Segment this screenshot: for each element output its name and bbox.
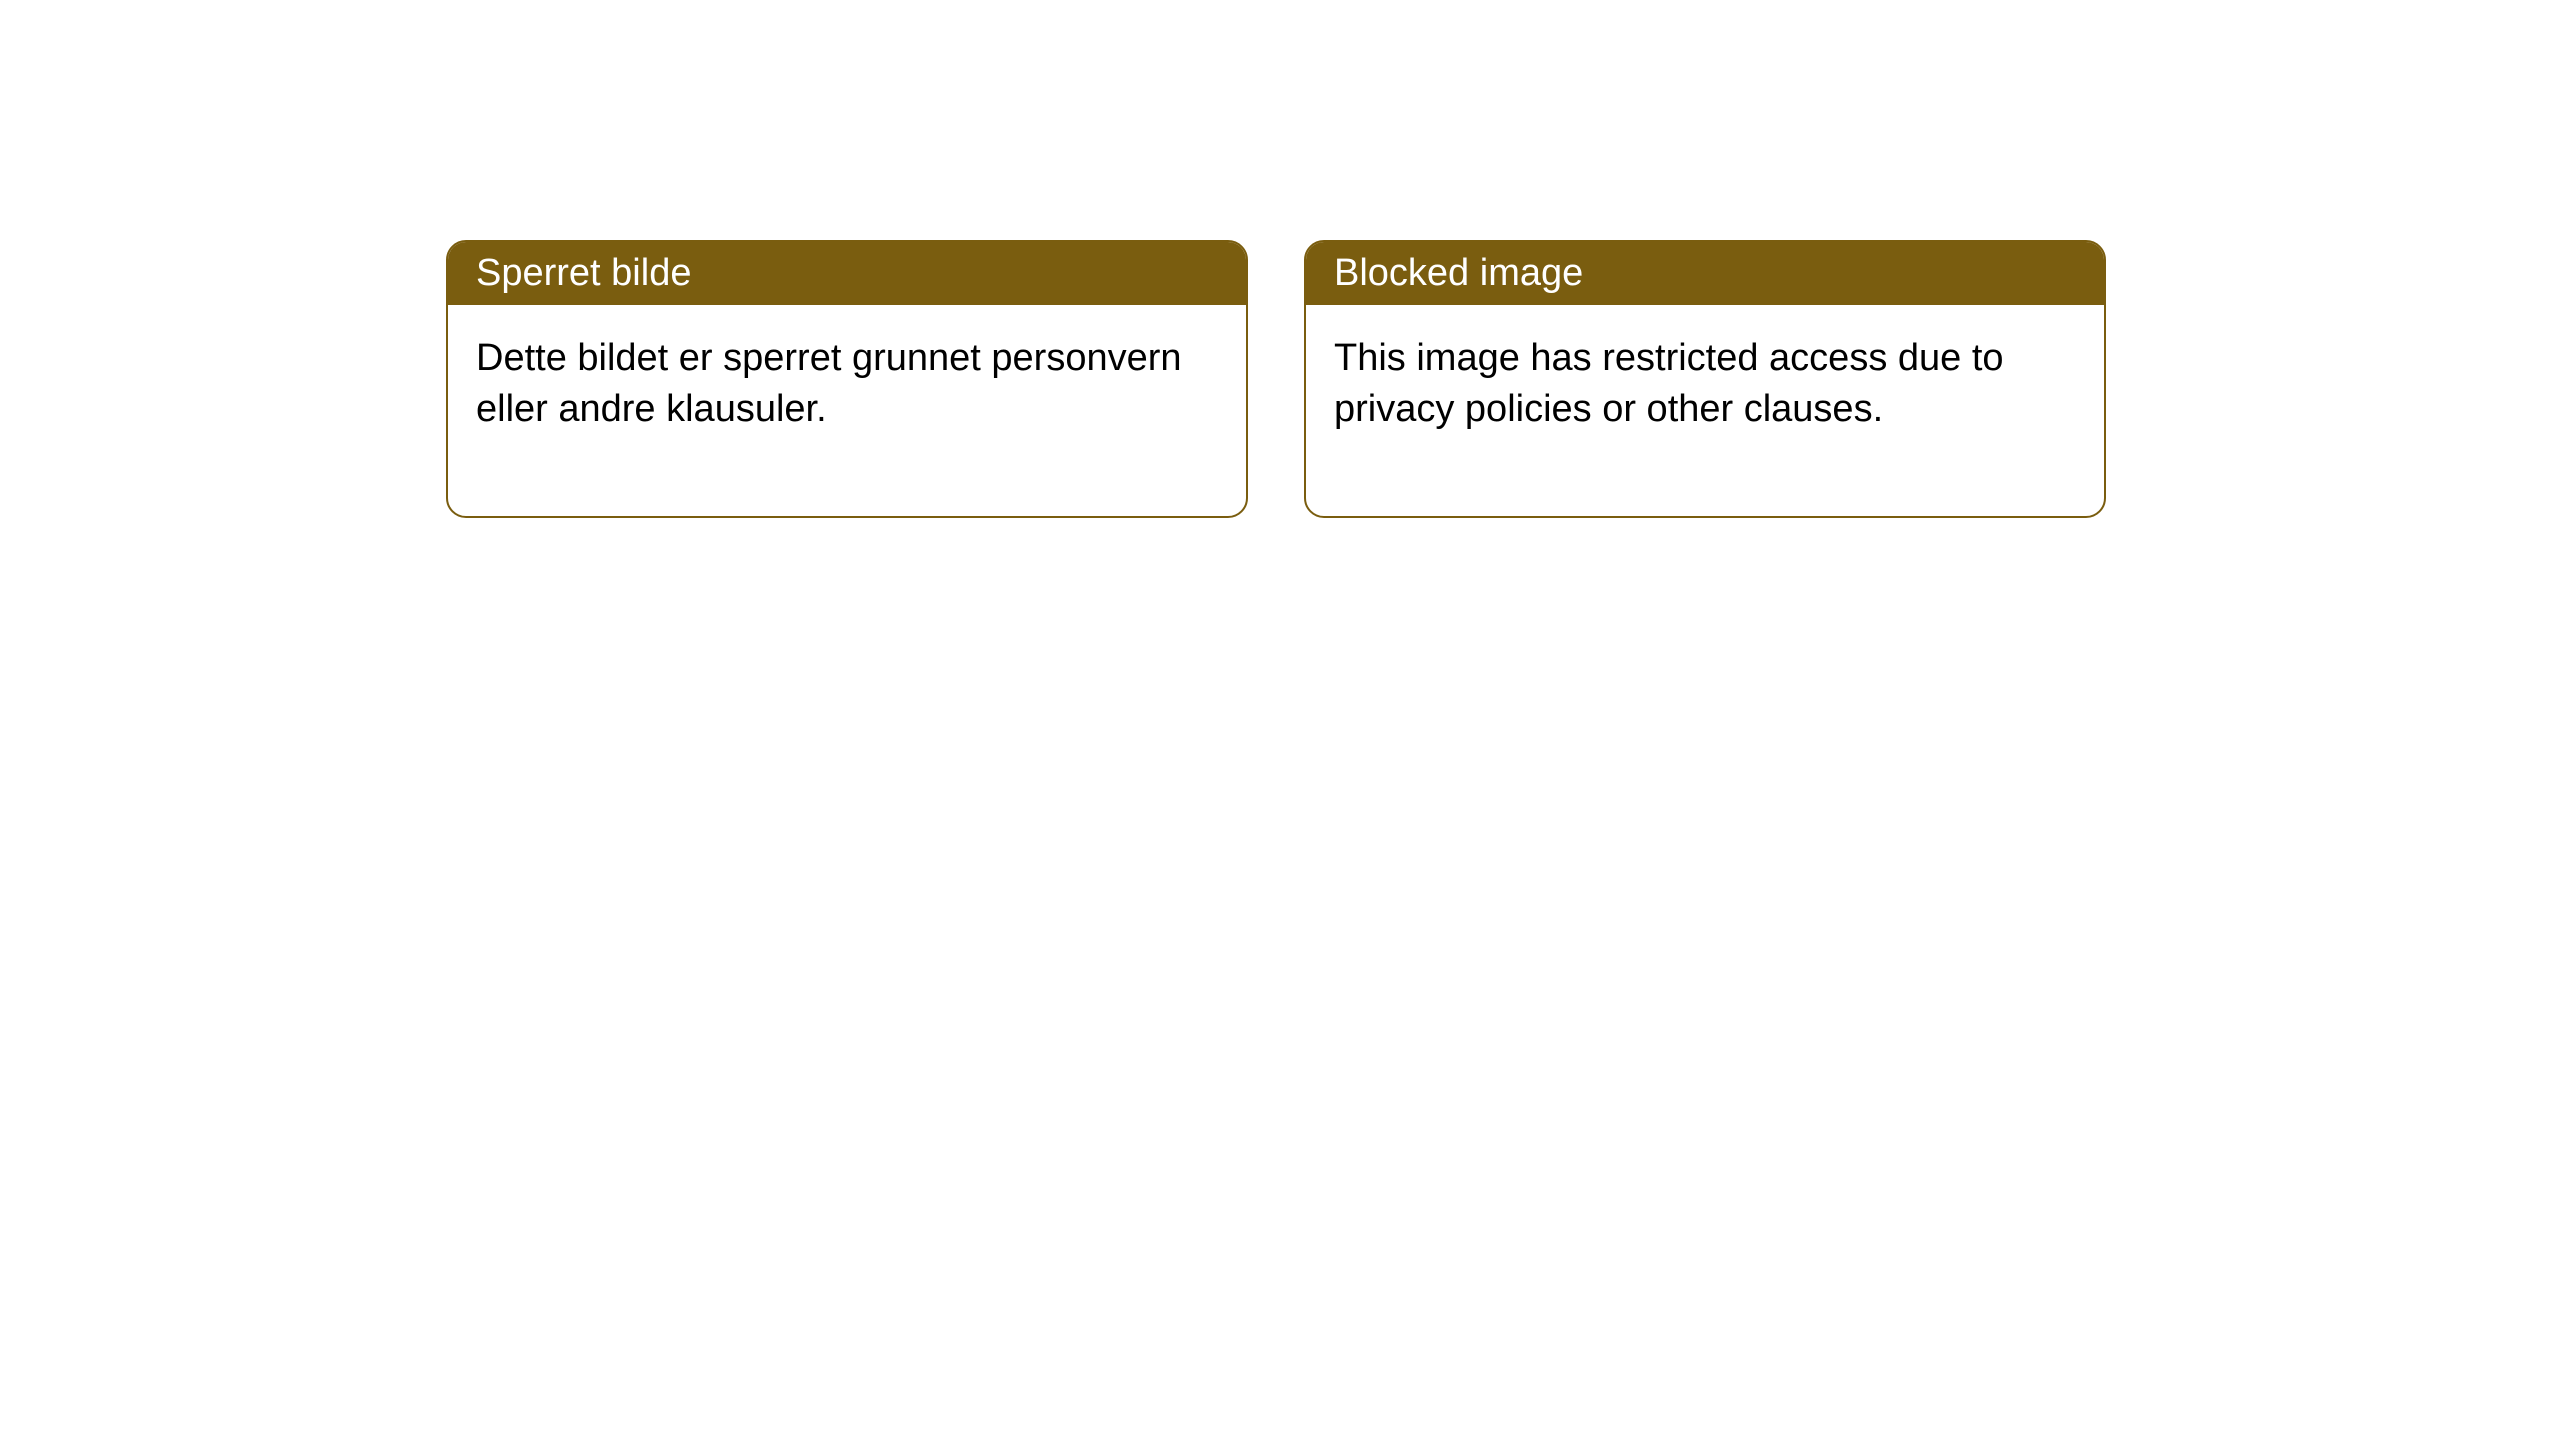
notice-card-body: Dette bildet er sperret grunnet personve…	[448, 305, 1246, 516]
notice-cards-container: Sperret bilde Dette bildet er sperret gr…	[446, 240, 2106, 518]
notice-card-body: This image has restricted access due to …	[1306, 305, 2104, 516]
notice-card-no: Sperret bilde Dette bildet er sperret gr…	[446, 240, 1248, 518]
notice-card-header: Sperret bilde	[448, 242, 1246, 305]
notice-card-header: Blocked image	[1306, 242, 2104, 305]
notice-card-en: Blocked image This image has restricted …	[1304, 240, 2106, 518]
